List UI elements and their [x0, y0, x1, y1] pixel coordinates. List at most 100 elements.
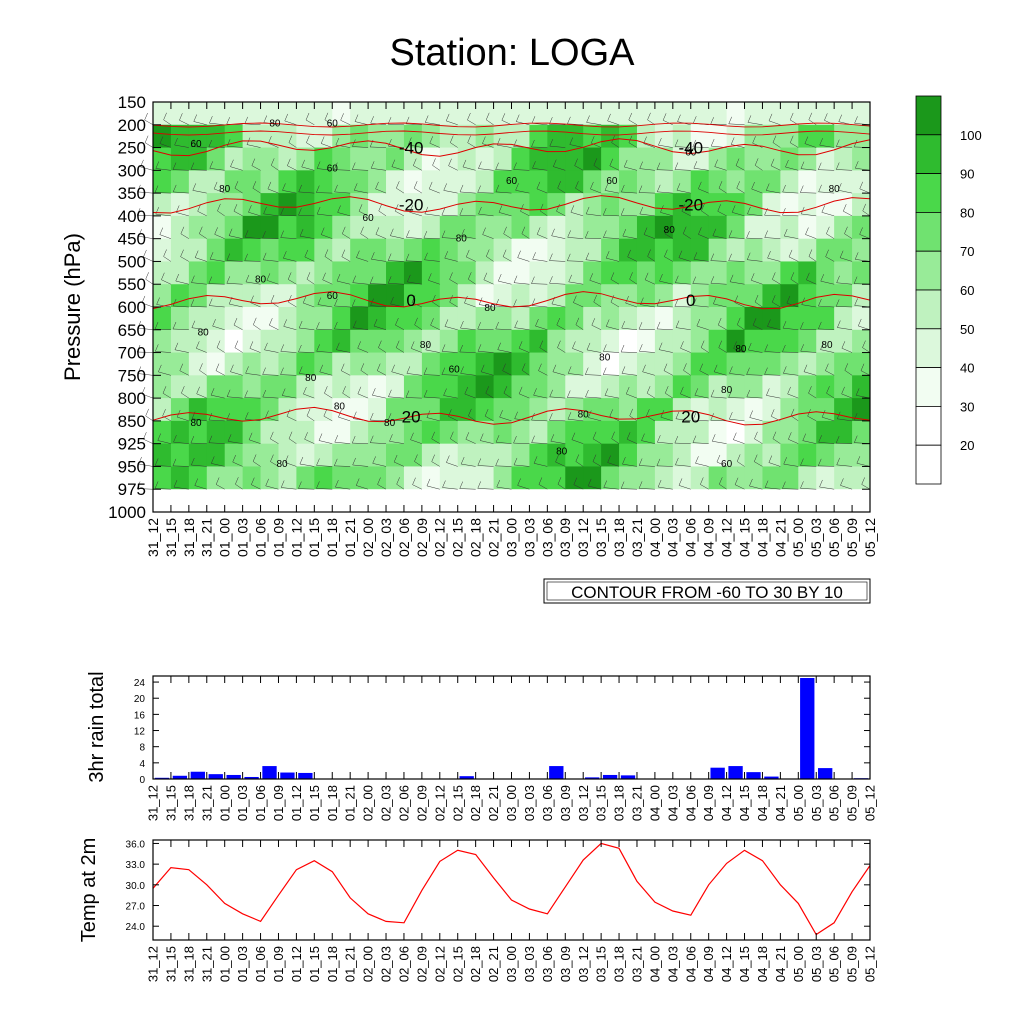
wind-barb-flag — [749, 478, 753, 487]
main-time-axis: 31_12 31_15 31_18 31_21 01_00 01_03 01_06 01_09… — [145, 102, 878, 557]
wind-barb-flag — [844, 226, 848, 234]
wind-barb-flag — [213, 181, 218, 190]
wind-barb-flag — [251, 158, 256, 166]
humidity-cell — [798, 193, 817, 217]
humidity-cell — [565, 193, 584, 217]
wind-barb — [639, 213, 655, 217]
wind-barb — [755, 165, 763, 171]
humidity-cell — [529, 215, 548, 240]
humidity-cell — [690, 375, 710, 399]
wind-barb — [645, 279, 656, 285]
wind-barb-flag — [174, 342, 179, 350]
rh-contour-label: 80 — [305, 373, 317, 384]
humidity-cell — [529, 443, 548, 467]
wind-barb-flag — [370, 435, 374, 443]
humidity-cell — [726, 352, 746, 376]
wind-barb-flag — [306, 408, 311, 417]
wind-barb-flag — [390, 228, 394, 236]
wind-barb — [409, 212, 422, 217]
humidity-cell — [206, 307, 226, 331]
wind-barb-flag — [428, 273, 432, 281]
wind-barb — [754, 301, 763, 308]
wind-barb-flag — [357, 341, 361, 349]
wind-barb — [513, 464, 530, 467]
humidity-cell — [726, 420, 746, 445]
humidity-cell — [816, 398, 835, 422]
wind-barb-flag — [782, 481, 786, 489]
wind-barb — [396, 187, 405, 194]
wind-barb — [234, 187, 243, 194]
temp-time-tick-label: 04_00 — [647, 946, 662, 982]
wind-barb — [629, 279, 638, 285]
wind-barb — [698, 188, 709, 194]
wind-barb-flag — [638, 481, 643, 489]
wind-barb-flag — [862, 203, 866, 211]
wind-barb — [377, 370, 387, 376]
wind-barb — [588, 417, 602, 422]
rain-time-tick-label: 31_21 — [199, 785, 214, 821]
wind-barb-flag — [370, 116, 374, 124]
humidity-cell — [153, 147, 172, 171]
wind-barb-flag — [426, 478, 431, 486]
wind-barb-flag — [835, 435, 840, 444]
humidity-cell — [672, 261, 692, 285]
rain-time-tick-label: 03_00 — [504, 785, 519, 821]
wind-barb-flag — [502, 249, 507, 257]
wind-barb — [370, 442, 387, 444]
humidity-cell — [314, 170, 333, 194]
wind-barb — [461, 463, 476, 467]
wind-barb-flag — [395, 340, 400, 348]
humidity-cell — [242, 193, 262, 217]
wind-barb-flag — [477, 322, 481, 330]
humidity-cell — [296, 375, 315, 399]
wind-barb — [764, 374, 781, 376]
wind-barb — [782, 351, 799, 353]
humidity-cell — [726, 375, 746, 399]
pressure-tick-label: 200 — [118, 116, 146, 135]
humidity-cell — [386, 193, 405, 217]
wind-barb — [410, 439, 422, 444]
wind-barb — [801, 304, 817, 308]
humidity-cell — [583, 102, 602, 126]
wind-barb-flag — [853, 412, 858, 421]
wind-barb-flag — [539, 340, 543, 348]
humidity-cell — [726, 215, 746, 240]
wind-barb — [680, 348, 691, 353]
wind-barb-flag — [787, 386, 791, 395]
humidity-cell — [654, 284, 674, 308]
wind-barb-flag — [423, 367, 428, 375]
wind-barb-flag — [270, 431, 274, 439]
humidity-cell — [206, 329, 226, 354]
rain-bar — [190, 771, 205, 779]
wind-barb — [424, 396, 440, 399]
wind-barb — [284, 120, 297, 126]
wind-barb — [334, 465, 351, 467]
wind-barb-flag — [516, 114, 520, 122]
wind-barb-flag — [751, 181, 755, 190]
wind-barb-flag — [680, 386, 684, 394]
humidity-cell — [565, 124, 584, 149]
wind-barb — [371, 168, 387, 171]
colorbar-swatch — [915, 444, 942, 485]
wind-barb-flag — [465, 249, 470, 258]
wind-barb-flag — [605, 251, 610, 259]
pressure-tick-label: 600 — [118, 298, 146, 317]
wind-barb-flag — [585, 367, 589, 375]
wind-barb-flag — [410, 432, 414, 440]
wind-barb — [751, 188, 763, 194]
wind-barb-flag — [646, 386, 651, 394]
humidity-cell — [242, 398, 262, 422]
wind-barb — [176, 212, 189, 217]
wind-barb-flag — [693, 252, 698, 260]
wind-barb-flag — [674, 139, 679, 147]
wind-barb — [244, 397, 261, 399]
wind-barb — [729, 418, 745, 422]
wind-barb-flag — [340, 363, 345, 371]
wind-barb-flag — [353, 183, 358, 191]
wind-barb — [664, 256, 673, 262]
pressure-tick-label: 800 — [118, 389, 146, 408]
humidity-cell — [421, 443, 441, 467]
wind-barb-flag — [138, 456, 142, 465]
wind-barb-flag — [208, 412, 213, 421]
